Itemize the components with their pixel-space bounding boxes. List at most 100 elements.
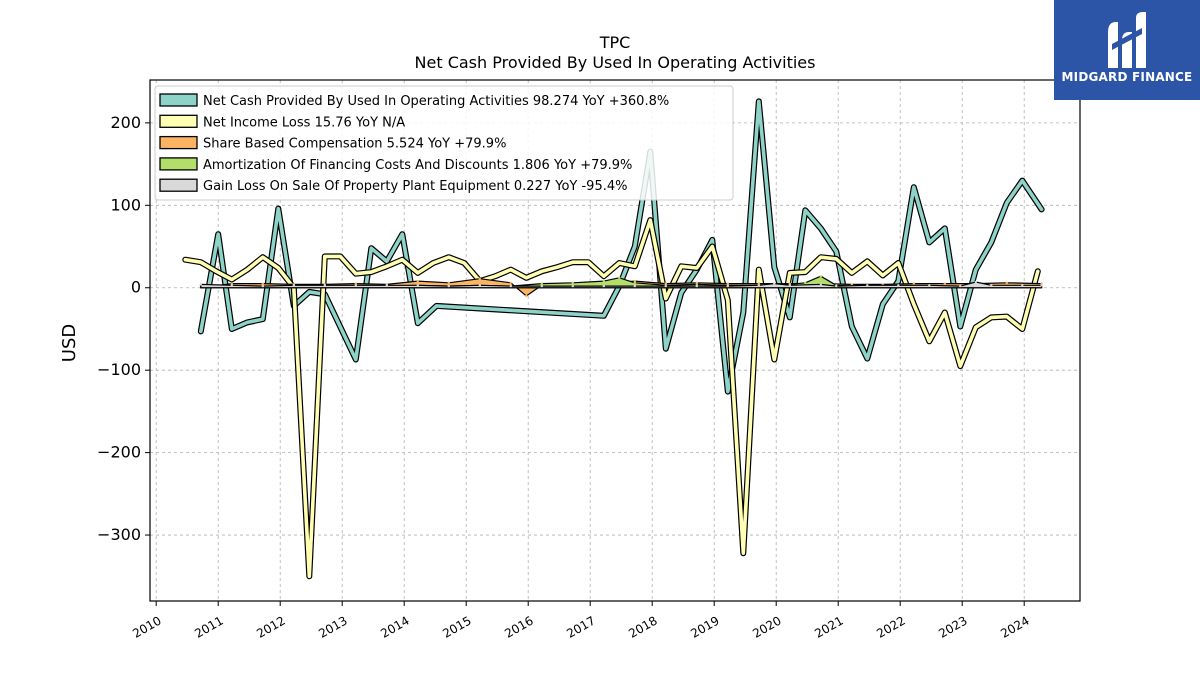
logo-mark-icon xyxy=(1108,12,1146,68)
data-point xyxy=(199,283,202,286)
data-point xyxy=(726,284,729,288)
data-point xyxy=(757,282,760,285)
data-point xyxy=(509,281,512,284)
data-point xyxy=(1021,327,1024,331)
data-point xyxy=(788,271,791,275)
data-point xyxy=(435,304,438,308)
legend: Net Cash Provided By Used In Operating A… xyxy=(154,85,734,201)
data-point xyxy=(447,284,450,288)
data-point xyxy=(277,266,280,270)
data-point xyxy=(540,284,543,288)
data-point xyxy=(990,284,993,287)
brand-logo: MIDGARD FINANCE xyxy=(1054,0,1200,100)
data-point xyxy=(850,271,853,275)
data-point xyxy=(804,270,807,274)
data-point xyxy=(633,245,636,248)
data-point xyxy=(633,284,636,288)
data-point xyxy=(912,282,915,285)
data-point xyxy=(850,283,853,286)
brand-name: MIDGARD FINANCE xyxy=(1061,70,1193,84)
data-point xyxy=(897,284,900,287)
legend-entry: Amortization Of Financing Costs And Disc… xyxy=(203,158,632,173)
legend-swatch xyxy=(159,93,198,107)
data-point xyxy=(695,284,698,288)
data-point xyxy=(664,284,667,288)
data-point xyxy=(680,291,683,294)
data-point xyxy=(990,241,993,244)
data-point xyxy=(819,256,822,259)
data-point xyxy=(726,390,729,393)
data-point xyxy=(478,277,481,280)
data-point xyxy=(494,275,497,278)
data-point xyxy=(773,358,776,361)
legend-swatch xyxy=(159,135,198,150)
data-point xyxy=(277,207,280,210)
data-point xyxy=(633,281,636,284)
data-point xyxy=(184,258,187,261)
data-point xyxy=(509,268,512,271)
data-point xyxy=(835,284,838,288)
data-point xyxy=(990,316,993,319)
data-point xyxy=(1036,270,1040,273)
legend-swatch xyxy=(159,157,198,171)
data-point xyxy=(773,282,776,285)
y-tick-label: 200 xyxy=(110,113,141,132)
data-point xyxy=(804,281,807,284)
data-point xyxy=(742,311,745,314)
data-point xyxy=(928,241,931,244)
y-tick-label: −200 xyxy=(97,443,141,462)
data-point xyxy=(215,270,218,273)
y-tick-label: −100 xyxy=(97,360,141,379)
data-point xyxy=(556,265,559,269)
chart-title: TPC xyxy=(599,33,631,52)
data-point xyxy=(1021,179,1024,182)
data-point xyxy=(370,247,373,250)
data-point xyxy=(385,265,388,268)
data-point xyxy=(230,282,233,285)
data-point xyxy=(695,283,698,286)
data-point xyxy=(354,282,357,285)
data-point xyxy=(416,279,419,283)
data-point xyxy=(261,256,264,259)
data-point xyxy=(525,276,528,279)
data-point xyxy=(866,357,869,360)
data-point xyxy=(695,266,698,270)
data-point xyxy=(447,281,450,284)
data-point xyxy=(1040,284,1043,287)
data-point xyxy=(912,186,915,189)
y-axis: 200 100 0 −100 −200 −300 xyxy=(97,113,150,544)
data-point xyxy=(401,233,404,236)
data-point xyxy=(246,268,249,271)
plot-frame xyxy=(149,79,1081,602)
chart-subtitle: Net Cash Provided By Used In Operating A… xyxy=(415,53,816,72)
data-point xyxy=(261,282,264,285)
data-point xyxy=(571,261,574,264)
series-layer xyxy=(182,98,1045,580)
data-point xyxy=(959,284,962,288)
data-point xyxy=(819,283,822,286)
series-5 xyxy=(199,280,1043,289)
legend-entry: Share Based Compensation 5.524 YoY +79.9… xyxy=(203,137,506,152)
data-point xyxy=(432,261,435,265)
series-2 xyxy=(182,217,1041,580)
data-point xyxy=(664,282,667,285)
data-point xyxy=(959,364,962,368)
data-point xyxy=(1040,208,1043,211)
data-point xyxy=(602,284,605,288)
data-point xyxy=(757,284,760,287)
data-point xyxy=(881,274,884,277)
data-point xyxy=(757,268,760,271)
data-point xyxy=(261,317,264,321)
data-point xyxy=(928,340,931,343)
data-point xyxy=(571,284,574,288)
y-tick-label: 100 xyxy=(110,195,141,214)
data-point xyxy=(974,280,977,284)
data-point xyxy=(261,284,264,288)
data-point xyxy=(866,284,869,287)
data-point xyxy=(230,278,233,281)
legend-entry: Net Income Loss 15.76 YoY N/A xyxy=(203,115,405,130)
data-point xyxy=(618,261,621,265)
data-point xyxy=(602,279,605,283)
data-point xyxy=(571,281,574,284)
